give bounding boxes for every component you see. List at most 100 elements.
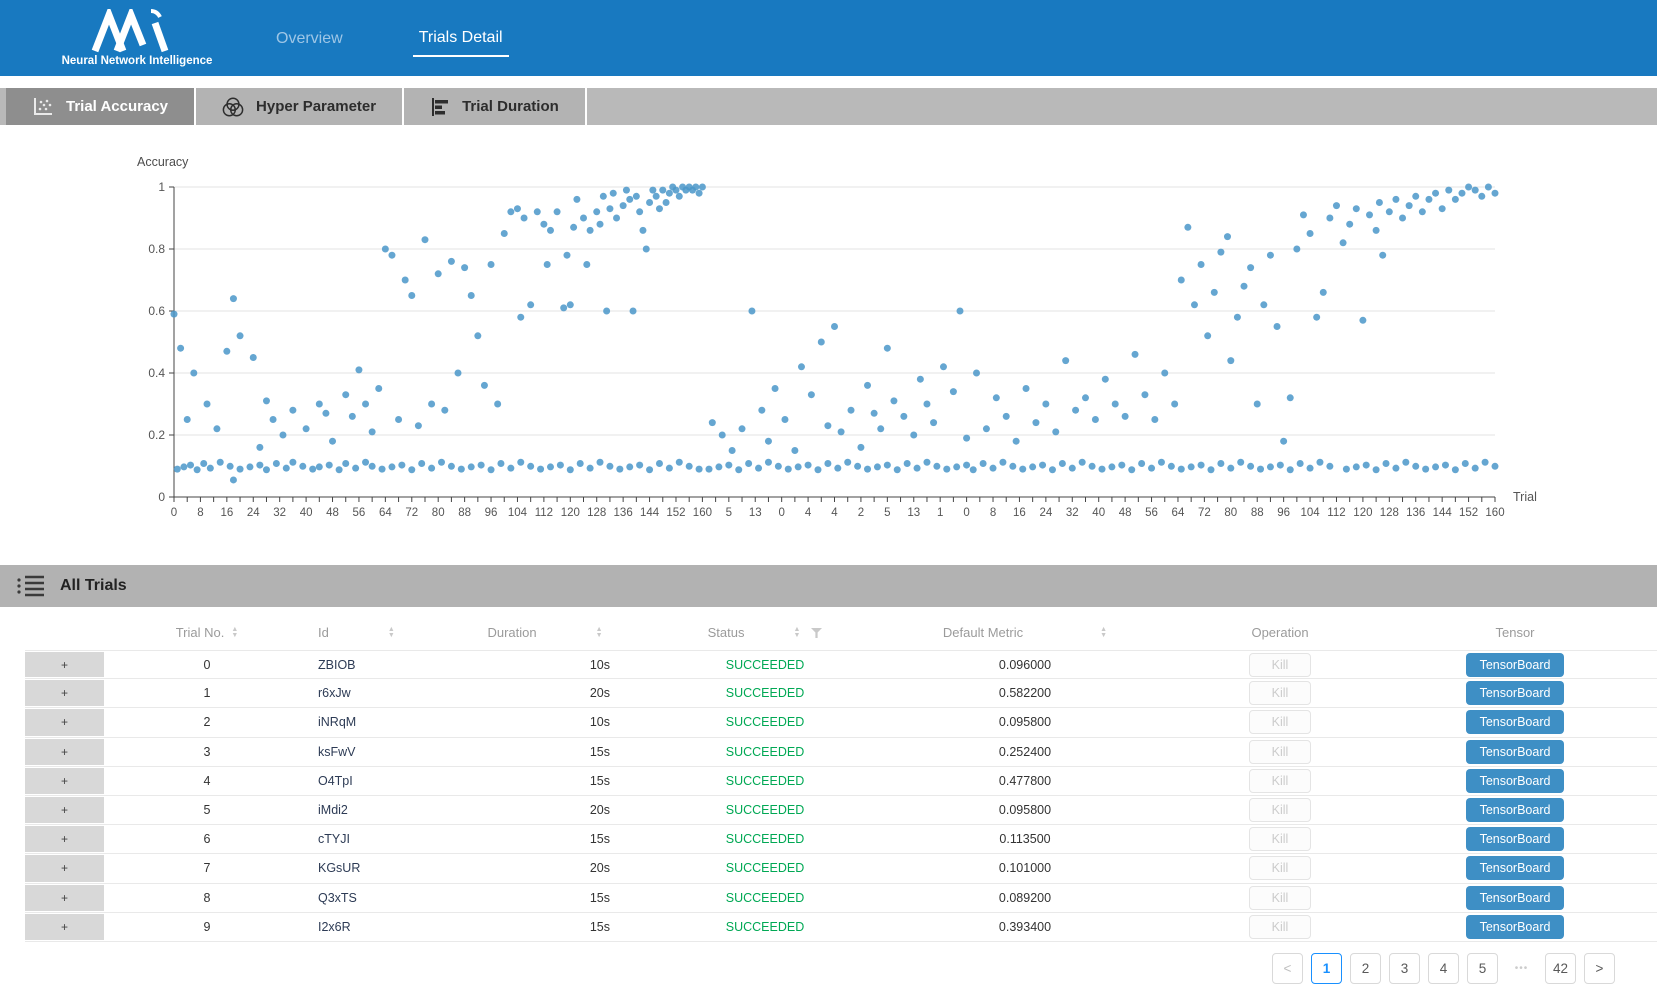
cell-filler xyxy=(1630,854,1657,882)
kill-button[interactable]: Kill xyxy=(1249,653,1312,677)
page-button-2[interactable]: 2 xyxy=(1350,953,1381,984)
row-expander[interactable]: + xyxy=(25,825,104,853)
cell-tensor: TensorBoard xyxy=(1400,913,1630,941)
cell-id: iMdi2 xyxy=(310,796,450,824)
chart-y-axis-title: Accuracy xyxy=(137,155,188,169)
tab-hyper-parameter[interactable]: Hyper Parameter xyxy=(196,88,404,125)
tensorboard-button[interactable]: TensorBoard xyxy=(1466,681,1565,705)
cell-id: ksFwV xyxy=(310,738,450,766)
row-expander[interactable]: + xyxy=(25,884,104,912)
page-button-42[interactable]: 42 xyxy=(1545,953,1576,984)
cell-duration: 10s xyxy=(450,651,640,678)
cell-trial-no: 2 xyxy=(104,708,310,736)
header-trial-no: Trial No. ▲▼ xyxy=(104,625,310,640)
cell-id: ZBIOB xyxy=(310,651,450,678)
cell-trial-no: 9 xyxy=(104,913,310,941)
tab-label: Trial Accuracy xyxy=(66,98,168,115)
nav-tabs: Overview Trials Detail xyxy=(270,0,509,76)
nav-tab-overview[interactable]: Overview xyxy=(270,20,349,56)
kill-button[interactable]: Kill xyxy=(1249,740,1312,764)
tensorboard-button[interactable]: TensorBoard xyxy=(1466,798,1565,822)
cell-filler xyxy=(1630,767,1657,795)
accuracy-chart-section: Accuracy 00.20.40.60.8108162432404856647… xyxy=(0,125,1657,553)
next-page-button[interactable]: > xyxy=(1584,953,1615,984)
cell-default-metric: 0.582200 xyxy=(890,679,1160,707)
tensorboard-button[interactable]: TensorBoard xyxy=(1466,653,1565,677)
row-expander[interactable]: + xyxy=(25,767,104,795)
svg-text:144: 144 xyxy=(640,507,660,519)
kill-button[interactable]: Kill xyxy=(1249,769,1312,793)
sort-icon[interactable]: ▲▼ xyxy=(388,627,395,639)
accuracy-scatter-chart[interactable]: 00.20.40.60.8108162432404856647280889610… xyxy=(130,175,1610,535)
row-expander[interactable]: + xyxy=(25,651,104,678)
view-tabbar: Trial Accuracy Hyper Parameter Trial Dur… xyxy=(0,88,1657,125)
row-expander[interactable]: + xyxy=(25,738,104,766)
header-operation: Operation xyxy=(1160,625,1400,640)
kill-button[interactable]: Kill xyxy=(1249,915,1312,939)
cell-tensor: TensorBoard xyxy=(1400,884,1630,912)
tensorboard-button[interactable]: TensorBoard xyxy=(1466,915,1565,939)
cell-filler xyxy=(1630,884,1657,912)
tensorboard-button[interactable]: TensorBoard xyxy=(1466,886,1565,910)
row-expander[interactable]: + xyxy=(25,796,104,824)
tensorboard-button[interactable]: TensorBoard xyxy=(1466,740,1565,764)
svg-text:4: 4 xyxy=(831,507,838,519)
row-expander[interactable]: + xyxy=(25,913,104,941)
sort-icon[interactable]: ▲▼ xyxy=(793,627,800,639)
tensorboard-button[interactable]: TensorBoard xyxy=(1466,856,1565,880)
tab-trial-duration[interactable]: Trial Duration xyxy=(404,88,587,125)
cell-operation: Kill xyxy=(1160,708,1400,736)
svg-text:5: 5 xyxy=(726,507,732,519)
cell-tensor: TensorBoard xyxy=(1400,738,1630,766)
page-button-5[interactable]: 5 xyxy=(1467,953,1498,984)
page-button-1[interactable]: 1 xyxy=(1311,953,1342,984)
cell-id: KGsUR xyxy=(310,854,450,882)
cell-default-metric: 0.477800 xyxy=(890,767,1160,795)
row-expander[interactable]: + xyxy=(25,854,104,882)
nni-logo-icon xyxy=(89,9,185,53)
tensorboard-button[interactable]: TensorBoard xyxy=(1466,710,1565,734)
cell-default-metric: 0.252400 xyxy=(890,738,1160,766)
page-button-4[interactable]: 4 xyxy=(1428,953,1459,984)
sort-icon[interactable]: ▲▼ xyxy=(596,627,603,639)
cell-tensor: TensorBoard xyxy=(1400,825,1630,853)
cell-status: SUCCEEDED xyxy=(640,796,890,824)
svg-text:104: 104 xyxy=(508,507,528,519)
table-row: +5iMdi220sSUCCEEDED0.095800KillTensorBoa… xyxy=(25,796,1657,825)
ellipsis-page-button: ••• xyxy=(1506,953,1537,984)
kill-button[interactable]: Kill xyxy=(1249,710,1312,734)
row-expander[interactable]: + xyxy=(25,708,104,736)
svg-text:64: 64 xyxy=(379,507,392,519)
sort-icon[interactable]: ▲▼ xyxy=(231,627,238,639)
svg-text:80: 80 xyxy=(1224,507,1237,519)
svg-text:5: 5 xyxy=(884,507,890,519)
cell-filler xyxy=(1630,679,1657,707)
kill-button[interactable]: Kill xyxy=(1249,798,1312,822)
svg-text:0.2: 0.2 xyxy=(148,428,165,442)
svg-text:0: 0 xyxy=(963,507,969,519)
kill-button[interactable]: Kill xyxy=(1249,886,1312,910)
page-button-3[interactable]: 3 xyxy=(1389,953,1420,984)
kill-button[interactable]: Kill xyxy=(1249,681,1312,705)
filter-icon[interactable] xyxy=(811,628,822,638)
tensorboard-button[interactable]: TensorBoard xyxy=(1466,769,1565,793)
svg-text:24: 24 xyxy=(247,507,260,519)
row-expander[interactable]: + xyxy=(25,679,104,707)
table-row: +9I2x6R15sSUCCEEDED0.393400KillTensorBoa… xyxy=(25,913,1657,942)
svg-text:72: 72 xyxy=(405,507,418,519)
prev-page-button[interactable]: < xyxy=(1272,953,1303,984)
svg-text:48: 48 xyxy=(1119,507,1132,519)
sort-icon[interactable]: ▲▼ xyxy=(1100,627,1107,639)
kill-button[interactable]: Kill xyxy=(1249,856,1312,880)
svg-text:56: 56 xyxy=(1145,507,1158,519)
cell-trial-no: 0 xyxy=(104,651,310,678)
cell-status: SUCCEEDED xyxy=(640,679,890,707)
nav-tab-trials-detail[interactable]: Trials Detail xyxy=(413,19,509,57)
cell-operation: Kill xyxy=(1160,796,1400,824)
cell-status: SUCCEEDED xyxy=(640,913,890,941)
kill-button[interactable]: Kill xyxy=(1249,827,1312,851)
tab-trial-accuracy[interactable]: Trial Accuracy xyxy=(6,88,196,125)
cell-filler xyxy=(1630,796,1657,824)
svg-text:96: 96 xyxy=(485,507,498,519)
tensorboard-button[interactable]: TensorBoard xyxy=(1466,827,1565,851)
